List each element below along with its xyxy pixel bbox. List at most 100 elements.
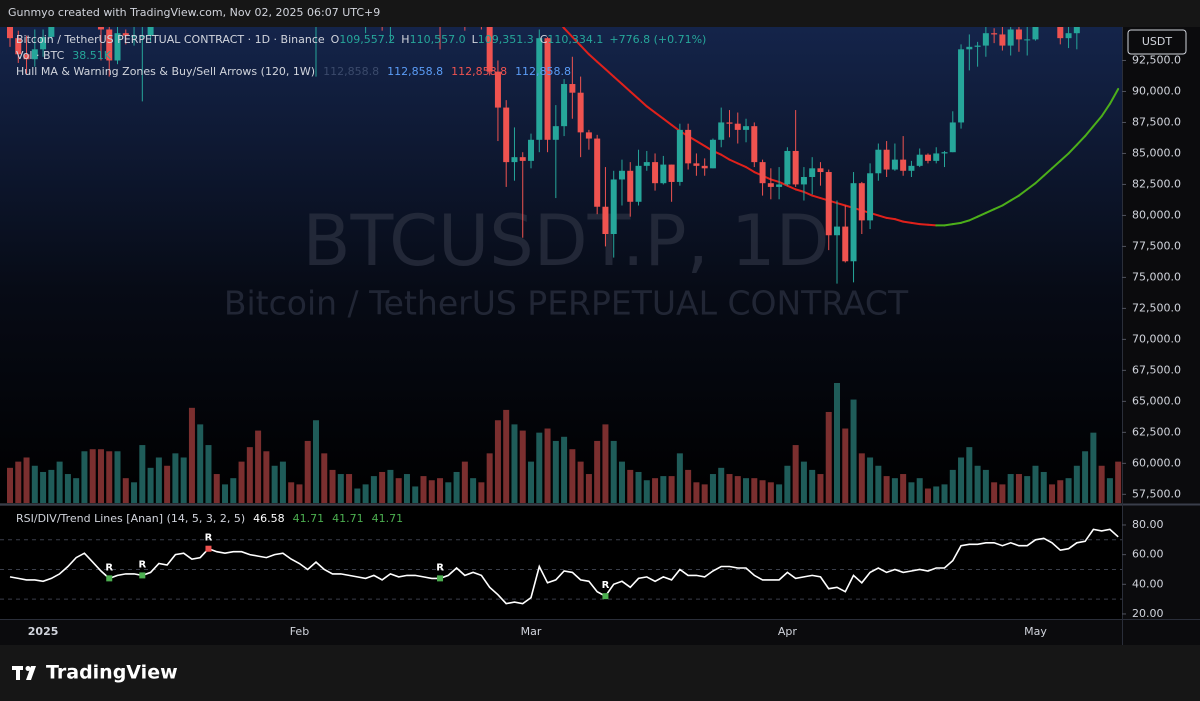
hull-ma — [893, 218, 905, 223]
candle-body — [949, 122, 956, 153]
hull-ma — [612, 75, 623, 86]
candle-body — [561, 84, 568, 127]
hull-ma — [1051, 159, 1062, 170]
y-tick-label: 72,500.0 — [1132, 301, 1181, 314]
divergence-marker — [437, 575, 444, 582]
ohlc-change: +776.8 (+0.71%) — [609, 33, 706, 46]
price-axis — [1122, 27, 1200, 619]
logo-part — [25, 666, 31, 671]
volume-bar — [602, 424, 609, 503]
volume-bar — [958, 457, 965, 503]
candle-body — [131, 35, 138, 37]
volume-bar — [519, 430, 526, 503]
volume-bar — [585, 474, 592, 503]
hull-ma — [1100, 102, 1111, 118]
hull-ma — [620, 83, 632, 93]
hull-ma — [926, 223, 938, 227]
volume-bar — [610, 440, 617, 503]
candle-body — [966, 46, 973, 50]
rsi-line — [9, 528, 1119, 605]
divergence-marker — [106, 575, 113, 582]
volume-bar — [188, 407, 195, 503]
candle-body — [842, 226, 849, 262]
volume-bar — [825, 411, 832, 503]
hull-ma — [1108, 87, 1120, 105]
hull-ma — [778, 180, 789, 187]
hull-ma — [1067, 143, 1078, 155]
candle-body — [40, 36, 47, 50]
hull-ma — [637, 97, 648, 108]
volume-bar — [627, 469, 634, 503]
y-tick-label: 77,500.0 — [1132, 239, 1181, 252]
volume-bar — [1007, 474, 1014, 503]
ohlc-label: H — [401, 33, 409, 46]
candle-body — [486, 27, 493, 72]
candle-body — [585, 132, 592, 139]
hull-ma — [993, 204, 1004, 211]
volume-bar — [759, 480, 766, 503]
volume-bar — [155, 457, 162, 503]
volume-bar — [982, 469, 989, 503]
hull-ma — [1075, 135, 1087, 146]
hull-ma — [836, 202, 847, 207]
currency-box[interactable] — [1127, 29, 1187, 55]
volume-bar — [1057, 480, 1064, 503]
volume-bar — [403, 474, 410, 503]
candle-body — [660, 164, 667, 184]
y-tick-label: 60,000.0 — [1132, 456, 1181, 469]
divergence-label: R — [436, 562, 444, 573]
legend-rsi: RSI/DIV/Trend Lines [Anan] (14, 5, 3, 2,… — [16, 512, 403, 525]
hull-ma — [662, 117, 673, 126]
candle-body — [834, 226, 840, 236]
candle-body — [569, 84, 576, 93]
volume-bar — [1115, 461, 1122, 503]
candle-body — [635, 165, 642, 202]
volume-bar — [122, 478, 129, 503]
volume-bar — [238, 461, 245, 503]
hull-ma — [885, 216, 896, 221]
candle-body — [974, 45, 981, 47]
y-tick-label: 92,500.0 — [1132, 53, 1181, 66]
volume-bar — [966, 447, 973, 503]
ohlc-value: 110,557.0 — [410, 33, 466, 46]
divergence-marker — [139, 572, 146, 579]
x-tick-label: 2025 — [28, 625, 59, 638]
candle-body — [701, 165, 708, 169]
hull-ma — [563, 27, 574, 38]
hull-ma — [1034, 174, 1045, 185]
candle-body — [139, 35, 146, 37]
price-series — [7, 27, 1122, 503]
volume-bar — [321, 453, 328, 503]
volume-bar — [147, 467, 154, 503]
volume-bar — [412, 486, 419, 503]
hull-ma — [587, 53, 599, 63]
hull-ma — [918, 223, 929, 226]
volume-bar — [494, 420, 501, 503]
candle-body — [147, 27, 154, 36]
volume-bar — [478, 482, 485, 503]
divergence-marker — [602, 593, 609, 600]
candle-body — [825, 172, 832, 236]
volume-bar — [246, 447, 253, 503]
time-axis — [0, 619, 1200, 645]
rsi-name: RSI/DIV/Trend Lines [Anan] (14, 5, 3, 2,… — [16, 512, 245, 525]
rsi-value: 41.71 — [332, 512, 364, 525]
candle-body — [610, 179, 617, 235]
candle-body — [718, 122, 725, 140]
volume-bar — [685, 469, 692, 503]
hull-ma — [720, 153, 731, 161]
volume-bar — [304, 440, 311, 503]
volume-bar — [594, 440, 601, 503]
y-tick-label: 87,500.0 — [1132, 115, 1181, 128]
candle-body — [15, 38, 22, 55]
volume-bar — [263, 451, 270, 503]
volume-bar — [354, 488, 361, 503]
candle-body — [999, 34, 1006, 46]
volume-bar — [503, 409, 510, 503]
volume-bar — [312, 420, 319, 503]
candle-body — [693, 163, 700, 166]
candle-body — [503, 107, 510, 163]
legend: Bitcoin / TetherUS PERPETUAL CONTRACT · … — [16, 33, 706, 525]
hull-name: Hull MA & Warning Zones & Buy/Sell Arrow… — [16, 65, 315, 78]
volume-bar — [1082, 451, 1089, 503]
